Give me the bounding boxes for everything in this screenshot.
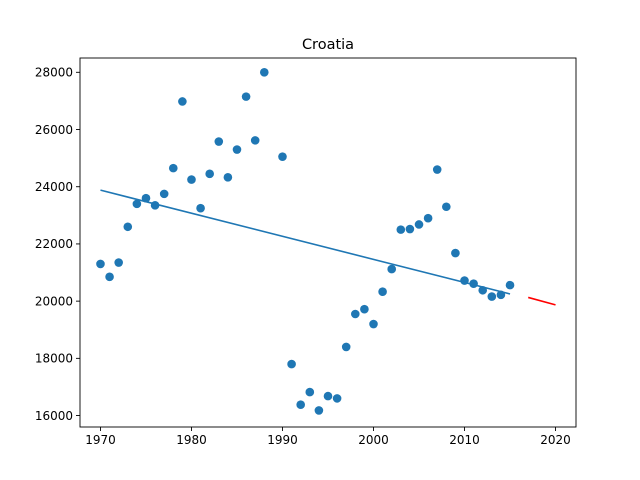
- data-point: [123, 222, 133, 232]
- y-tick-label: 24000: [35, 180, 73, 194]
- data-point: [223, 172, 233, 182]
- x-tick-label: 2020: [540, 433, 571, 447]
- trend-line: [100, 189, 511, 295]
- data-point: [114, 258, 123, 267]
- data-point: [187, 175, 196, 184]
- data-point: [487, 292, 497, 301]
- data-point: [396, 225, 406, 234]
- data-point: [360, 304, 369, 314]
- y-tick-label: 28000: [35, 66, 73, 80]
- x-tick-label: 1980: [176, 433, 207, 447]
- data-point: [250, 136, 260, 145]
- data-point: [214, 137, 224, 146]
- data-point: [314, 406, 324, 415]
- data-point: [205, 169, 214, 179]
- data-point: [96, 259, 105, 269]
- data-point: [105, 272, 114, 282]
- data-point: [141, 193, 151, 203]
- data-point: [369, 319, 378, 329]
- data-point: [387, 264, 397, 274]
- data-point: [451, 248, 460, 258]
- data-point: [241, 92, 251, 101]
- y-tick-label: 16000: [35, 409, 73, 423]
- data-point: [178, 97, 187, 106]
- data-point: [414, 220, 424, 229]
- data-point: [378, 287, 387, 297]
- data-point: [442, 202, 451, 212]
- data-point: [432, 165, 442, 174]
- x-tick-label: 1970: [85, 433, 116, 447]
- chart-title: Croatia: [302, 37, 354, 53]
- data-point: [296, 400, 305, 409]
- plot-frame: [79, 57, 577, 428]
- y-tick-label: 18000: [35, 352, 73, 366]
- y-tick-label: 20000: [35, 294, 73, 308]
- data-point: [305, 387, 315, 397]
- data-point: [132, 199, 142, 209]
- plot-marks: [96, 68, 556, 415]
- data-point: [351, 309, 360, 319]
- data-point: [341, 342, 351, 352]
- data-point: [505, 280, 515, 290]
- data-point: [232, 145, 242, 154]
- data-point: [423, 213, 433, 223]
- data-point: [159, 189, 169, 199]
- axes: 1970 1980 1990 2000 2010 2020 16000 18000 20000 2…: [35, 57, 577, 447]
- data-point: [405, 224, 415, 234]
- y-tick-label: 22000: [35, 237, 73, 251]
- x-tick-label: 2000: [358, 433, 389, 447]
- x-tick-label: 2010: [449, 433, 480, 447]
- x-tick-label: 1990: [267, 433, 298, 447]
- data-point: [259, 68, 269, 77]
- data-point: [323, 391, 333, 401]
- data-point: [196, 203, 205, 213]
- data-point: [287, 359, 296, 369]
- y-tick-label: 26000: [35, 123, 73, 137]
- data-point: [168, 163, 178, 173]
- forecast-line: [528, 296, 556, 306]
- data-point: [332, 394, 342, 403]
- data-point: [278, 152, 287, 161]
